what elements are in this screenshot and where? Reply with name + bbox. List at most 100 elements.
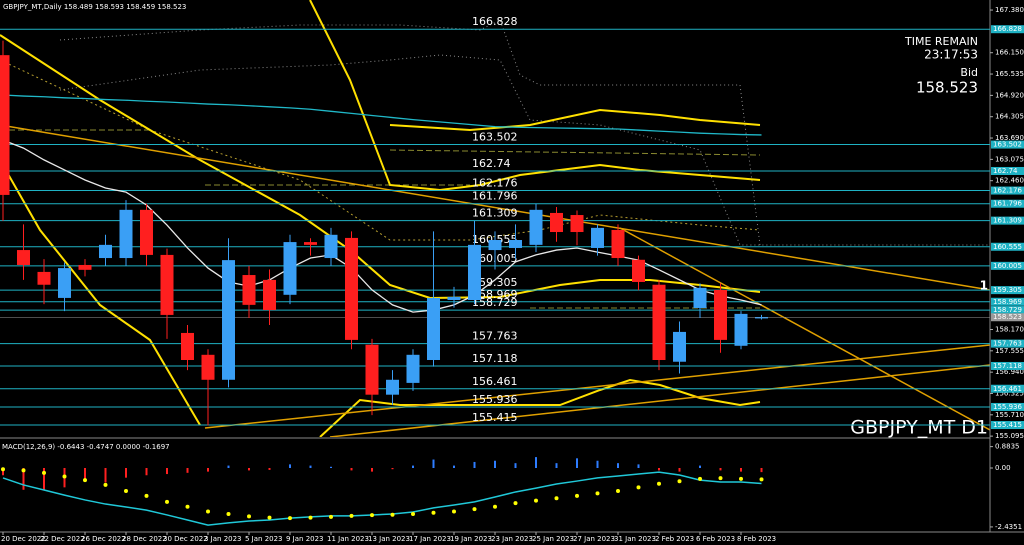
x-tick-label: 27 Jan 2023 [573,535,615,543]
signal-dot [657,481,661,486]
level-label: 162.176 [472,177,518,190]
x-tick-label: 23 Jan 2023 [491,535,533,543]
level-axis-label: 161.796 [993,200,1022,208]
drawings [0,0,990,437]
candle-body [673,331,686,362]
candle-body [119,209,133,259]
level-axis-box [991,297,1024,306]
candle-body [488,240,502,251]
candle-body [304,242,317,245]
y-tick-label: 163.075 [995,155,1024,163]
y-tick-label: 163.690 [995,134,1024,142]
time-remain: 23:17:53 [924,48,978,62]
candle-body [37,271,51,285]
bid-axis-box [991,313,1024,322]
candle-body [406,354,420,383]
signal-dot [247,514,251,519]
candle-body [365,344,379,395]
band-line [319,378,761,437]
macd-tick-label: -2.4351 [995,523,1022,531]
signal-dot [288,516,292,521]
signal-dot [144,493,149,498]
x-tick-label: 20 Dec 2022 [1,535,46,543]
macd-panel [1,457,764,526]
candle-body [17,250,30,265]
candle-body [283,242,297,295]
candle-body [509,240,522,248]
signal-dot [616,488,620,493]
x-tick-label: 19 Jan 2023 [450,535,492,543]
signal-dot [739,476,743,481]
level-axis-label: 159.305 [993,286,1022,294]
trend-line [0,124,990,291]
y-tick-label: 164.305 [995,113,1024,121]
level-axis-box [991,339,1024,348]
candle-body [591,227,604,248]
y-tick-label: 164.920 [995,91,1024,99]
y-tick-label: 167.380 [995,6,1024,14]
band-line [389,108,761,132]
signal-dot [554,496,559,501]
x-tick-label: 8 Feb 2023 [737,535,776,543]
level-label: 161.309 [472,207,518,220]
candle-body [345,237,358,340]
bid-label: Bid [960,66,978,79]
candle-body [468,244,481,301]
time-remain-label: TIME REMAIN [904,35,978,48]
y-tick-label: 166.150 [995,49,1024,57]
trend-line [204,344,990,429]
candle-body [140,209,153,255]
trend-line [619,227,990,431]
signal-dot [718,476,723,481]
level-label: 156.461 [472,375,518,388]
candle-body [693,287,707,308]
signal-dot [165,499,169,504]
level-axis-box [991,361,1024,370]
signal-dot [636,485,641,490]
signal-dot [534,498,538,503]
candle-body [714,289,727,340]
x-tick-label: 2 Feb 2023 [655,535,694,543]
macd-line [2,471,762,526]
dashed-level [389,149,761,156]
level-axis-box [991,199,1024,208]
level-axis-box [991,25,1024,34]
signal-dot [267,515,272,520]
signal-dot [698,476,702,481]
level-axis-label: 160.005 [993,262,1022,270]
x-tick-label: 22 Dec 2022 [40,535,85,543]
ohlc: 158.523 [157,3,186,11]
y-tick-label: 155.095 [995,432,1024,440]
candle-body [58,268,71,298]
candle-body [652,284,666,361]
candle-body [263,279,276,311]
x-tick-label: 5 Jan 2023 [245,535,283,543]
level-axis-label: 156.461 [993,385,1022,393]
signal-dot [206,509,210,514]
x-tick-label: 13 Jan 2023 [368,535,410,543]
candle-body [570,215,584,233]
level-axis-label: 161.309 [993,217,1022,225]
x-tick-label: 17 Jan 2023 [409,535,451,543]
candle-body [611,229,625,259]
bid-value: 158.523 [916,79,978,97]
y-tick-label: 165.535 [995,70,1024,78]
watermark: GBPJPY_MT D1 [850,417,988,439]
y-tick-label: 158.170 [995,325,1024,333]
candle-body [632,259,645,282]
level-axis-label: 166.828 [993,25,1022,33]
ichimoku-line [0,59,761,241]
level-label: 157.118 [472,352,518,365]
signal-dot [493,504,497,509]
symbol: GBPJPY_MT,Daily [3,3,62,11]
signal-dot [677,479,682,484]
band-line [309,0,761,192]
band-line [0,159,201,426]
candle-body [160,254,174,315]
candle-body [386,379,399,395]
signal-dot [411,511,415,516]
